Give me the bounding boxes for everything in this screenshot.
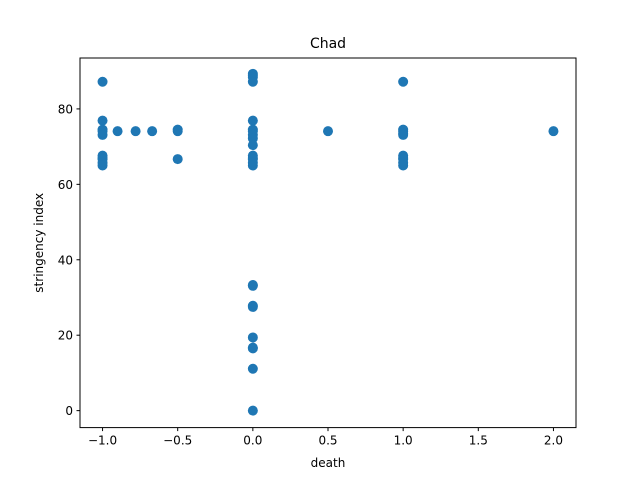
data-point [247,343,258,354]
data-point [398,160,409,171]
y-tick-label: 20 [58,329,73,343]
data-point [398,129,409,140]
data-point [97,76,108,87]
x-tick-label: 0.5 [318,434,337,448]
data-point [247,160,258,171]
y-tick-label: 40 [58,253,73,267]
data-point [97,129,108,140]
x-tick-label: 2.0 [544,434,563,448]
y-axis-ticks: 0 20 40 60 80 [58,102,80,418]
data-point [247,301,258,312]
data-point [398,76,409,87]
data-point [97,115,108,126]
data-point [247,115,258,126]
data-point [548,126,559,137]
data-point [247,140,258,151]
data-points [97,68,559,416]
x-axis-label: death [311,456,346,470]
x-tick-label: 1.5 [469,434,488,448]
y-axis-label: stringency index [32,193,46,293]
y-tick-label: 60 [58,178,73,192]
y-tick-label: 0 [65,404,73,418]
data-point [247,363,258,374]
data-point [172,154,183,165]
data-point [247,332,258,343]
data-point [247,405,258,416]
data-point [130,126,141,137]
x-tick-label: 1.0 [394,434,413,448]
chart-title: Chad [310,36,346,52]
x-tick-label: −1.0 [88,434,117,448]
y-tick-label: 80 [58,102,73,116]
x-axis-ticks: −1.0 −0.5 0.0 0.5 1.0 1.5 2.0 [88,427,563,448]
data-point [247,280,258,291]
data-point [323,126,333,137]
data-point [247,76,258,87]
data-point [172,126,183,137]
data-point [112,126,123,137]
x-tick-label: 0.0 [243,434,262,448]
data-point [97,160,108,171]
x-tick-label: −0.5 [163,434,192,448]
data-point [147,126,158,137]
